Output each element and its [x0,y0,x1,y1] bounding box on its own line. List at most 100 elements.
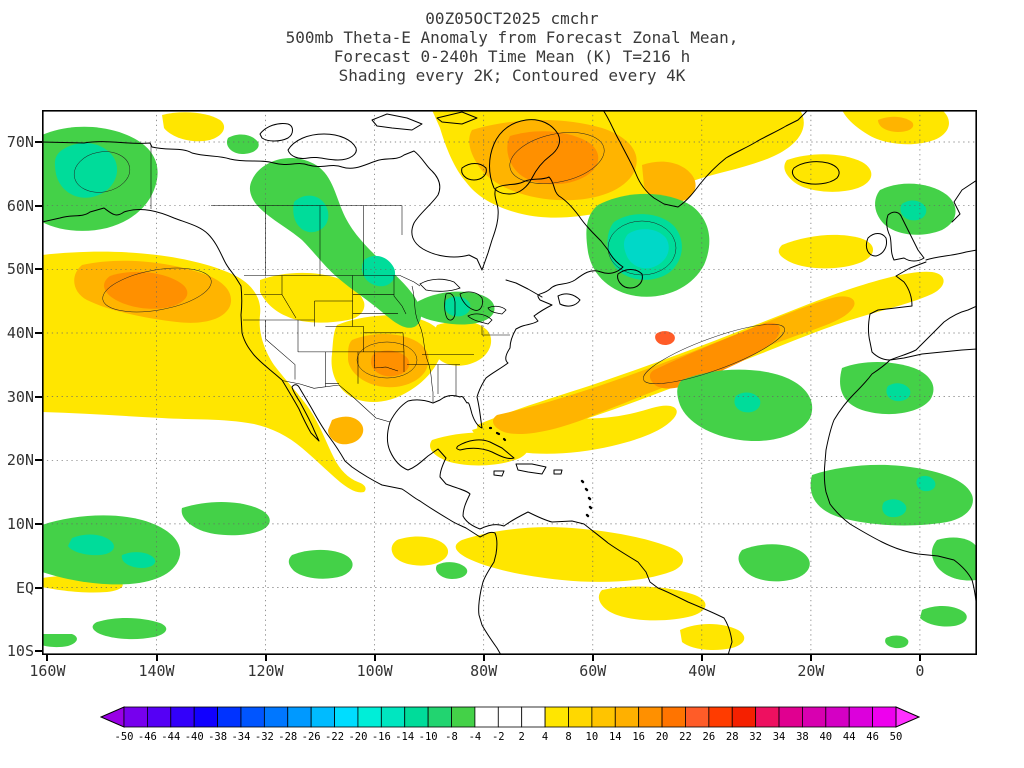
colorbar-tick-label: 16 [632,731,645,743]
colorbar-cell [638,706,663,728]
lat-tick-label: 50N [6,260,34,279]
lat-tick-mark [35,522,42,525]
colorbar-tick-label: -8 [445,731,458,743]
title-line-2: 500mb Theta-E Anomaly from Forecast Zona… [285,28,739,47]
colorbar-tick-label: -20 [348,731,367,743]
colorbar-tick-label: 40 [819,731,832,743]
colorbar-cell [263,706,289,728]
colorbar-cell [146,706,172,728]
colorbar-cell [334,706,359,728]
state-borders [150,145,510,423]
colorbar-tick-label: 32 [749,731,762,743]
colorbar-arrow-right [895,706,921,728]
colorbar-tick-label: 34 [773,731,786,743]
great-lakes [419,278,507,325]
lat-tick-label: 70N [6,133,34,151]
lon-tick-mark [373,655,376,661]
colorbar-tick-label: -4 [469,731,482,743]
colorbar-cell [872,706,897,728]
colorbar-cell [755,706,780,728]
colorbar-cell [427,706,452,728]
colorbar-tick-label: -10 [419,731,438,743]
contour-lines [73,132,785,384]
colorbar-tick-label: 20 [656,731,669,743]
lat-tick-mark [35,331,42,334]
lon-tick-label: 80W [470,662,498,680]
lat-tick-label: 10N [6,514,34,533]
colorbar-tick-label: -44 [161,731,180,743]
colorbar-tick-label: -14 [395,731,414,743]
colorbar-tick-label: 14 [609,731,622,743]
lon-tick-label: 140W [138,662,175,680]
map-frame [42,110,978,656]
lat-tick-mark [35,204,42,207]
colorbar-cell [497,706,523,728]
colorbar-tick-label: 4 [542,731,548,743]
colorbar-cell [521,706,546,728]
lon-tick-label: 160W [29,662,66,680]
colorbar-tick-label: -28 [278,731,297,743]
colorbar-cell [287,706,312,728]
colorbar-cell [474,706,499,728]
colorbar-cell [170,706,195,728]
lat-tick-label: 30N [6,387,34,406]
title-line-1: 00Z05OCT2025 cmchr [425,9,599,28]
colorbar: -50 -46 -44 -40 -38 -34 -32 -28 -26 -22 -20 -16 -14-… [99,706,921,752]
colorbar-tick-label: 28 [726,731,739,743]
colorbar-tick-label: 38 [796,731,809,743]
lon-tick-label: 100W [356,662,393,680]
shading-negative-cyan [623,229,669,269]
lat-tick-label: EQ [15,578,34,597]
colorbar-tick-label: -46 [138,731,157,743]
colorbar-cell [544,706,569,728]
lat-tick-label: 10S [6,642,34,661]
colorbar-cell [380,706,406,728]
colorbar-cell [825,706,850,728]
colorbar-cell [614,706,640,728]
colorbar-tick-label: -40 [185,731,204,743]
colorbar-cell [802,706,827,728]
lon-tick-label: 60W [579,662,607,680]
lat-tick-mark [35,141,42,143]
title-block: 00Z05OCT2025 cmchr 500mb Theta-E Anomaly… [0,9,1024,85]
lat-tick-mark [35,395,42,398]
shading-positive-red [655,331,675,345]
lat-tick-label: 60N [6,196,34,215]
colorbar-cell [778,706,803,728]
lon-tick-mark [46,655,49,661]
lon-tick-mark [809,655,812,661]
lon-tick-label: 20W [797,662,825,680]
colorbar-cell [591,706,616,728]
colorbar-cell [193,706,218,728]
colorbar-cell [123,706,148,728]
colorbar-cell [731,706,757,728]
lat-tick-mark [35,268,42,271]
shading-positive-deep-orange [104,131,780,389]
lat-tick-mark [35,459,42,462]
colorbar-cell [685,706,710,728]
lon-tick-mark [591,655,594,661]
colorbar-tick-label: -22 [325,731,344,743]
gridlines [42,110,977,655]
lat-tick-label: 40N [6,323,34,342]
colorbar-tick-label: 2 [519,731,525,743]
colorbar-cell [708,706,733,728]
lon-tick-mark [264,655,267,661]
lon-tick-mark [482,655,485,661]
colorbar-tick-label: 50 [890,731,903,743]
colorbar-tick-label: 10 [586,731,599,743]
lat-tick-mark [35,650,42,653]
plot-area [41,109,978,656]
title-line-4: Shading every 2K; Contoured every 4K [338,66,686,85]
lat-tick-label: 20N [6,451,34,470]
colorbar-cell [217,706,242,728]
lon-tick-label: 40W [688,662,716,680]
colorbar-tick-label: -34 [231,731,250,743]
colorbar-tick-label: 44 [843,731,856,743]
lon-tick-label: 120W [247,662,284,680]
anomaly-map [41,109,978,656]
title-line-3: Forecast 0-240h Time Mean (K) T=216 h [333,47,691,66]
colorbar-tick-label: -26 [302,731,321,743]
colorbar-cell [240,706,265,728]
